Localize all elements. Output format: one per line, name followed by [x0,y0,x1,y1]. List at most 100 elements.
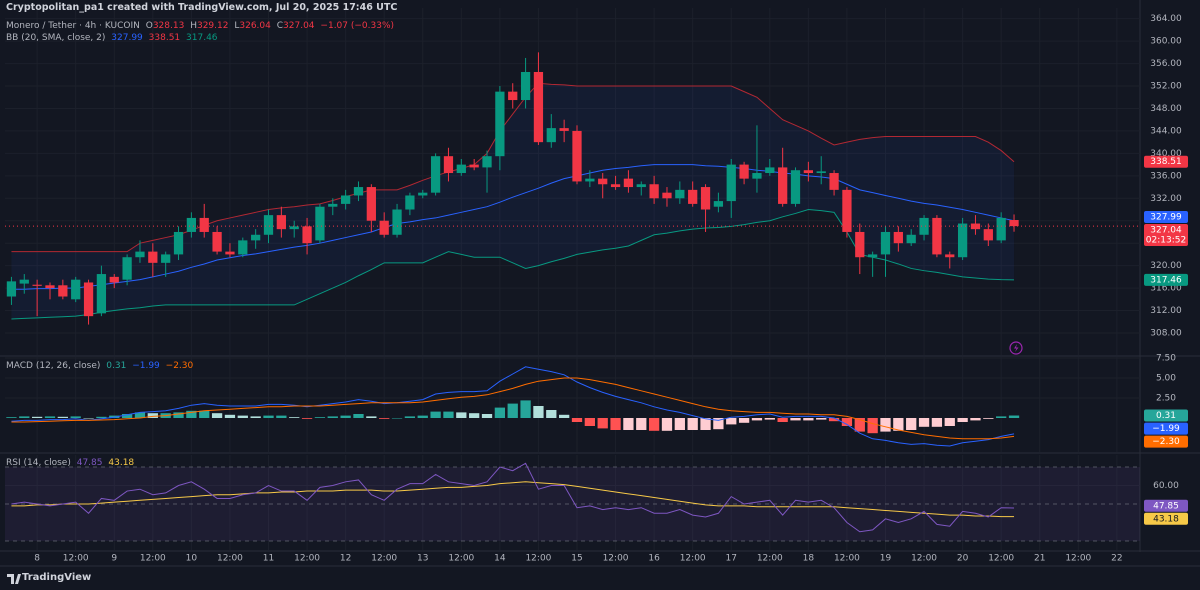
x-tick-label: 12:00 [603,554,629,564]
macd-histogram-bar [983,418,994,419]
candle-body [957,223,968,258]
macd-histogram-bar [661,418,673,431]
macd-histogram-bar [224,414,236,418]
candle-body [276,215,286,230]
candle-body [495,91,505,157]
x-tick-label: 12:00 [988,554,1014,564]
macd-histogram-bar [263,415,274,418]
candle-body [263,215,274,235]
candle-body [739,164,749,179]
candle-body [456,164,466,174]
indicator-value: 327.99 [111,33,143,43]
price-badge-label: 327.99 [1150,212,1182,222]
candle-body [765,167,775,174]
candle-body [726,164,736,202]
marks-layer [5,52,1140,533]
macd-histogram-bar [700,418,711,430]
candle-body [868,254,878,258]
macd-histogram-bar [880,418,891,432]
price-badge [1144,210,1188,223]
x-tick-label: 12:00 [217,554,243,564]
macd-histogram-bar [687,418,698,430]
y-tick-label: 352.00 [1150,82,1182,92]
y-tick-label: 348.00 [1150,104,1182,114]
macd-histogram-bar [713,418,724,430]
candle-body [443,156,454,174]
x-tick-label: 10 [186,554,198,564]
y-tick-label: 7.50 [1156,354,1176,364]
indicator-value: 317.46 [186,33,218,43]
change-value: −1.07 (−0.33%) [320,21,395,31]
rsi-legend: RSI (14, close) 47.85 43.18 [6,457,137,469]
candle-body [6,281,17,297]
macd-histogram-bar [970,418,981,421]
macd-histogram-bar [906,418,917,430]
macd-histogram-bar [301,418,313,419]
bollinger-fill [11,83,1015,319]
candle-body [199,217,209,232]
candle-body [803,170,813,174]
candle-body [983,229,993,241]
y-tick-label: 316.00 [1150,284,1182,294]
macd-histogram-bar [250,416,261,418]
macd-legend: MACD (12, 26, close) 0.31 −1.99 −2.30 [6,360,196,372]
candle-body [328,203,338,207]
candle-body [19,279,29,284]
macd-histogram-bar [520,400,531,418]
x-tick-label: 12:00 [911,554,937,564]
indicator-value: 338.51 [148,33,181,43]
x-tick-label: 11 [263,554,274,564]
candle-body [816,171,826,174]
price-badge-label: 43.18 [1153,514,1179,524]
macd-line [11,377,1015,440]
candle-body [482,156,492,168]
header-title: Cryptopolitan_pa1 created with TradingVi… [6,2,398,13]
macd-histogram-bar [199,410,210,418]
macd-histogram-bar [816,418,827,420]
macd-histogram-bar [738,418,750,423]
ohlc-key: L [234,21,240,31]
candle-body [45,285,55,289]
indicator-value: 43.18 [108,458,135,468]
macd-line [11,366,1015,447]
x-tick-label: 22 [1111,554,1122,564]
candle-body [392,209,402,235]
macd-histogram-bar [469,413,480,418]
x-tick-label: 13 [417,554,428,564]
macd-histogram-bar [6,417,17,418]
macd-histogram-bar [134,412,146,418]
macd-histogram-bar [764,418,775,420]
y-tick-label: 320.00 [1150,261,1182,271]
indicator-value: −1.99 [132,361,160,371]
candle-body [585,178,595,182]
candle-body [636,184,646,188]
macd-histogram-bar [70,416,81,418]
price-badge [1144,422,1188,435]
candle-body [148,251,158,263]
macd-histogram-bar [391,418,403,419]
candle-body [880,231,891,255]
macd-histogram-bar [404,416,416,418]
candle-body [700,187,711,210]
candle-body [598,178,608,185]
macd-histogram-bar [636,418,647,430]
macd-histogram-bar [443,411,454,418]
x-tick-label: 21 [1034,554,1045,564]
candle-body [623,178,634,188]
candle-body [713,201,724,207]
alert-icon[interactable] [1009,341,1023,355]
x-tick-label: 14 [494,554,506,564]
macd-histogram-bar [96,416,107,418]
x-tick-label: 12:00 [1065,554,1091,564]
macd-histogram-bar [417,415,428,418]
macd-histogram-bar [751,418,763,421]
macd-histogram-bar [854,418,865,432]
candle-body [469,164,479,168]
candle-body [315,206,325,241]
y-tick-label: 340.00 [1150,149,1182,159]
macd-histogram-bar [379,418,390,419]
candle-body [842,189,852,232]
price-badge [1144,273,1188,286]
